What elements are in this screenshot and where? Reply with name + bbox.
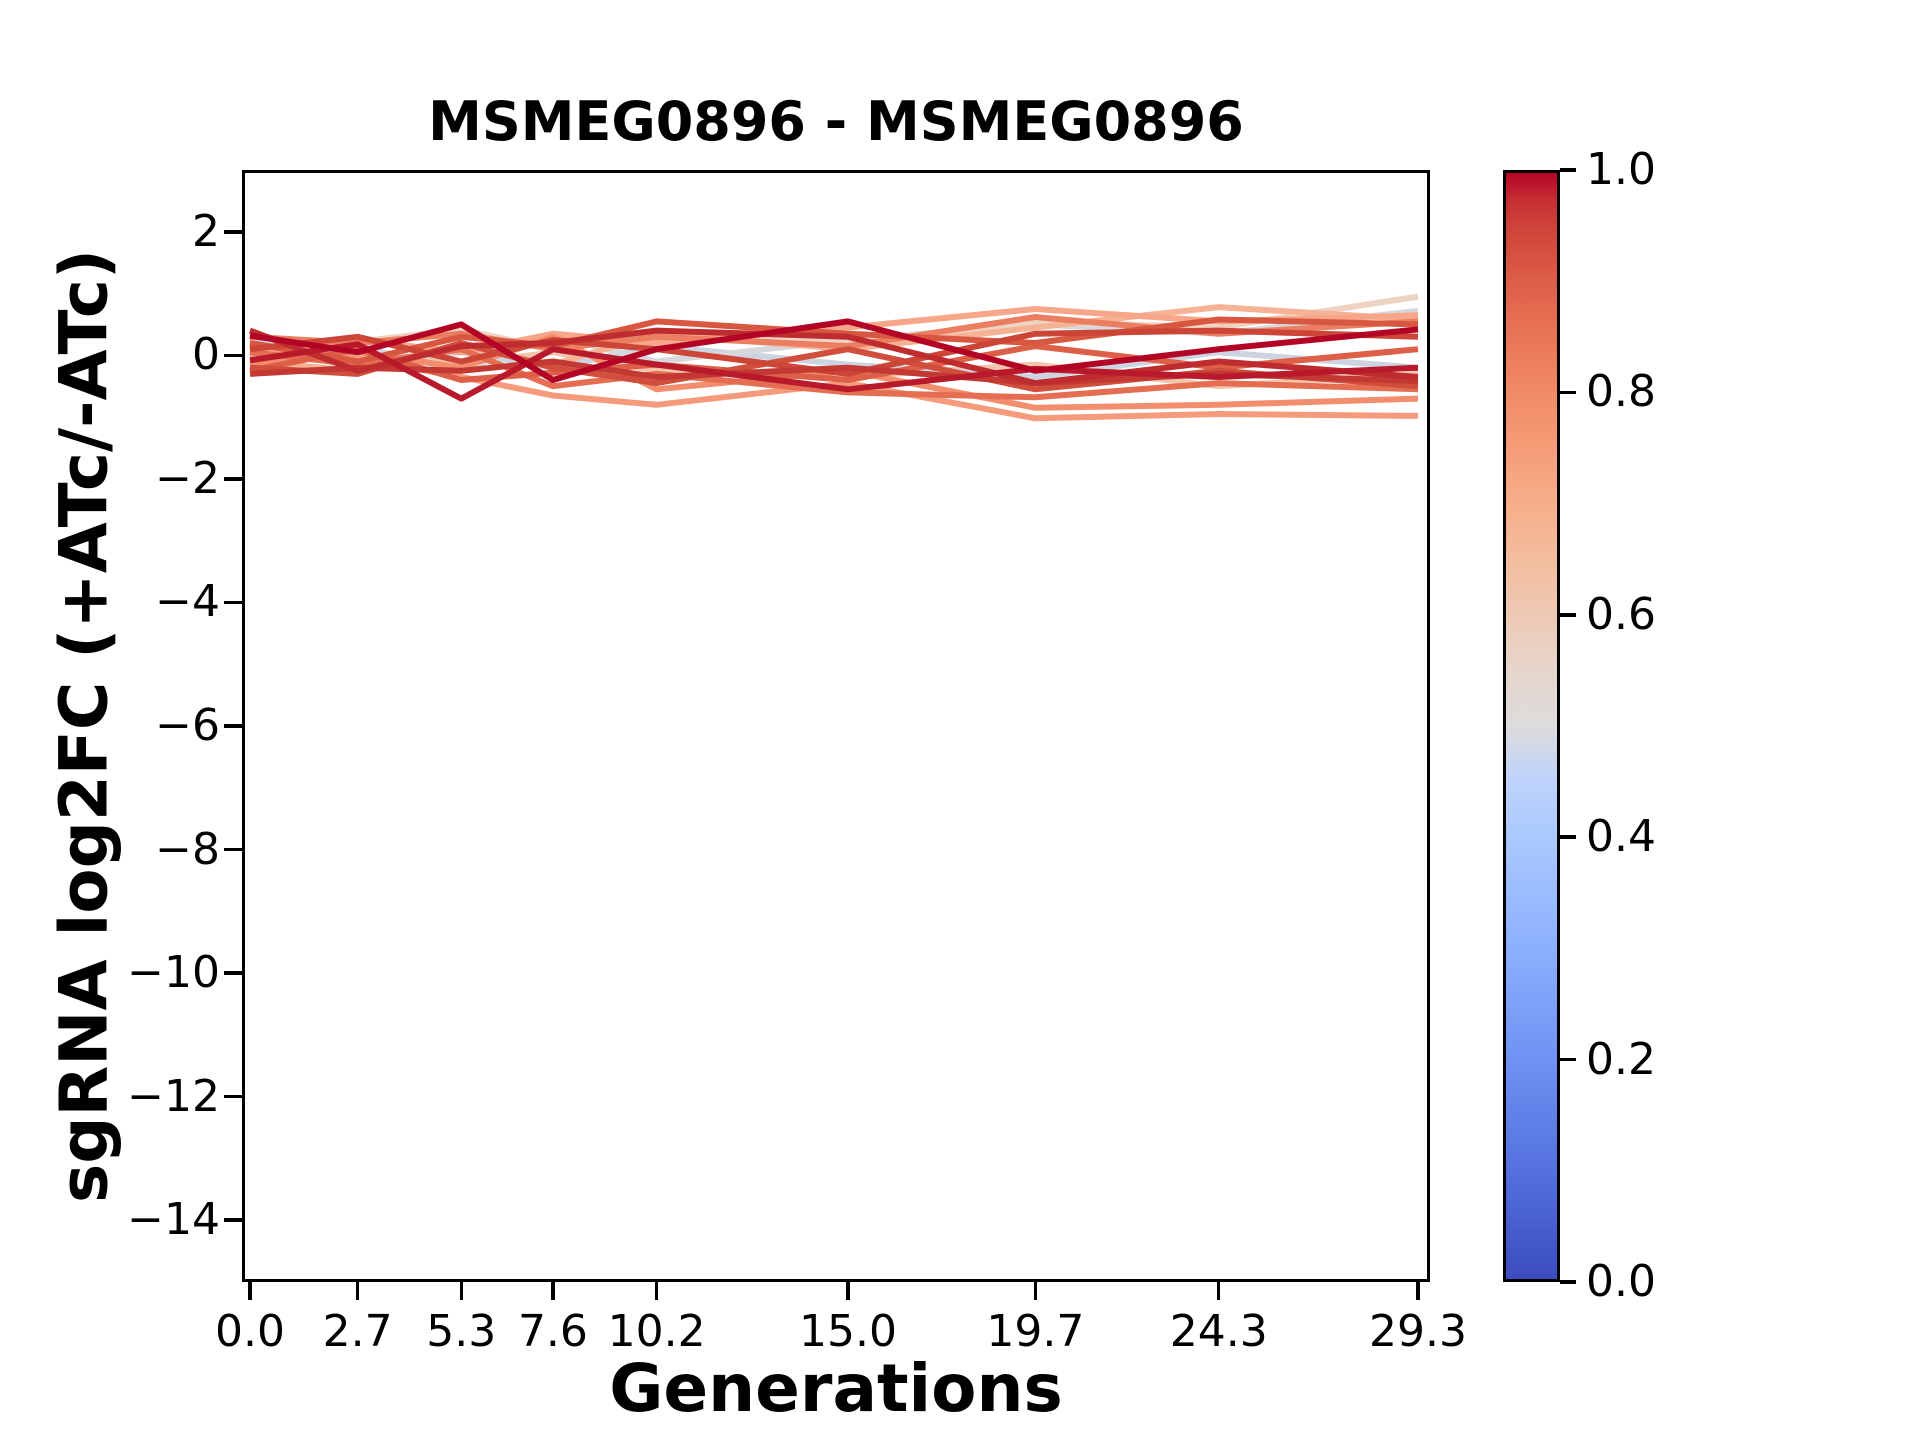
y-tick-mark [224, 1094, 242, 1099]
x-tick-mark [654, 1282, 659, 1300]
y-tick-mark [224, 477, 242, 481]
x-tick-label: 5.3 [426, 1306, 497, 1357]
y-tick-label: −2 [155, 452, 220, 504]
x-tick-mark [1033, 1282, 1038, 1300]
y-tick-mark [224, 1218, 242, 1222]
x-tick-label: 10.2 [607, 1306, 706, 1357]
x-tick-label: 0.0 [214, 1306, 285, 1357]
y-tick-mark [224, 971, 242, 975]
x-tick-mark [551, 1282, 555, 1300]
x-tick-mark [248, 1282, 252, 1300]
x-tick-label: 15.0 [798, 1306, 897, 1357]
x-tick-mark [846, 1282, 850, 1300]
y-tick-mark [224, 353, 242, 358]
x-tick-label: 7.6 [517, 1306, 588, 1357]
x-tick-label: 19.7 [986, 1306, 1085, 1357]
colorbar-tick-label: 0.4 [1586, 811, 1656, 863]
y-tick-mark [224, 847, 242, 852]
x-tick-mark [1416, 1282, 1420, 1300]
colorbar-tick-mark [1560, 390, 1576, 395]
colorbar-tick-mark [1560, 168, 1576, 172]
plot-area [242, 170, 1430, 1282]
colorbar-tick-mark [1560, 1057, 1576, 1062]
x-tick-label: 29.3 [1369, 1306, 1468, 1357]
y-tick-mark [224, 724, 242, 728]
y-tick-label: 2 [192, 205, 220, 257]
x-tick-mark [459, 1282, 463, 1300]
x-tick-mark [1216, 1282, 1221, 1300]
colorbar [1503, 170, 1560, 1282]
chart-title: MSMEG0896 - MSMEG0896 [428, 90, 1244, 153]
x-tick-label: 24.3 [1169, 1306, 1268, 1357]
y-tick-mark [224, 600, 242, 605]
x-axis-label: Generations [609, 1350, 1063, 1427]
y-tick-label: −10 [127, 947, 220, 999]
colorbar-tick-label: 0.2 [1586, 1033, 1656, 1085]
y-tick-mark [224, 230, 242, 234]
colorbar-tick-mark [1560, 1280, 1576, 1284]
y-tick-label: −12 [127, 1070, 220, 1122]
y-tick-label: −4 [155, 576, 220, 628]
y-tick-label: −6 [155, 700, 220, 751]
y-tick-label: −14 [127, 1194, 220, 1246]
x-tick-mark [355, 1282, 360, 1300]
colorbar-tick-label: 0.6 [1586, 588, 1656, 640]
colorbar-tick-mark [1560, 835, 1576, 839]
colorbar-tick-label: 0.0 [1586, 1256, 1656, 1307]
y-tick-label: 0 [192, 329, 220, 381]
colorbar-tick-label: 0.8 [1586, 366, 1656, 418]
colorbar-tick-mark [1560, 613, 1576, 617]
y-tick-label: −8 [155, 823, 220, 875]
x-tick-label: 2.7 [322, 1306, 393, 1357]
colorbar-tick-label: 1.0 [1586, 144, 1656, 195]
